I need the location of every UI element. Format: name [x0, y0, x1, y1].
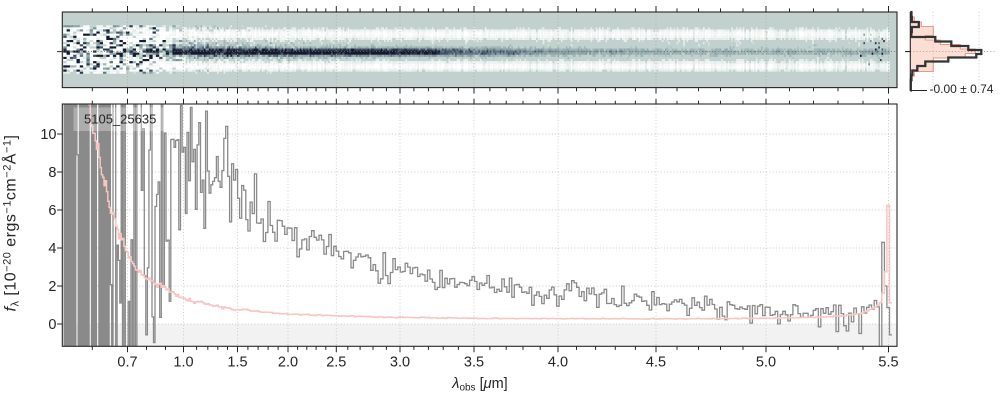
svg-text:1.0: 1.0 — [173, 355, 193, 371]
svg-text:3.5: 3.5 — [464, 355, 484, 371]
svg-text:fλ [10−20 ergs−1cm−2Å−1]: fλ [10−20 ergs−1cm−2Å−1] — [1, 135, 22, 312]
svg-text:6: 6 — [48, 203, 56, 219]
svg-text:8: 8 — [48, 165, 56, 181]
svg-text:-0.00 ± 0.74: -0.00 ± 0.74 — [930, 82, 994, 96]
svg-text:5105_25635: 5105_25635 — [84, 112, 156, 127]
svg-text:0: 0 — [48, 317, 56, 333]
svg-text:10: 10 — [40, 127, 56, 143]
svg-text:2.5: 2.5 — [326, 355, 346, 371]
svg-text:4: 4 — [48, 241, 56, 257]
svg-text:4.0: 4.0 — [548, 355, 568, 371]
svg-text:2.0: 2.0 — [278, 355, 298, 371]
svg-text:0.7: 0.7 — [117, 355, 137, 371]
svg-text:2: 2 — [48, 279, 56, 295]
svg-text:5.0: 5.0 — [756, 355, 776, 371]
svg-text:1.5: 1.5 — [227, 355, 247, 371]
svg-text:3.0: 3.0 — [390, 355, 410, 371]
svg-text:λobs [μm]: λobs [μm] — [451, 376, 507, 394]
svg-text:4.5: 4.5 — [646, 355, 666, 371]
svg-text:5.5: 5.5 — [878, 355, 898, 371]
